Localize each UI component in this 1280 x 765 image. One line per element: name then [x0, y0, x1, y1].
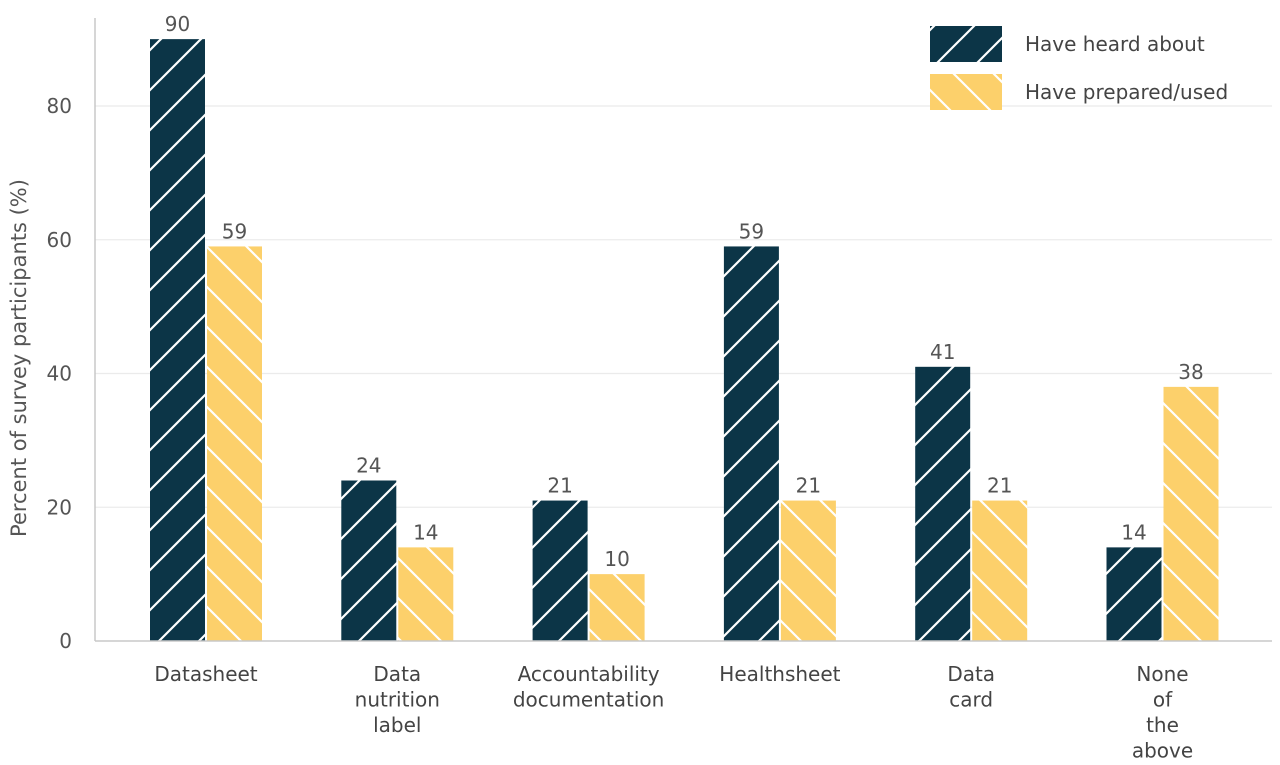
x-tick-label: documentation — [513, 688, 664, 712]
x-tick-label: above — [1132, 739, 1193, 763]
bar — [1163, 386, 1219, 641]
legend: Have heard about Have prepared/used — [930, 26, 1228, 110]
legend-swatch — [930, 26, 1002, 62]
legend-swatch — [930, 74, 1002, 110]
data-label: 21 — [547, 474, 572, 498]
x-tick-label: Accountability — [518, 662, 660, 686]
data-label: 59 — [739, 219, 764, 243]
x-tick-label: card — [949, 688, 993, 712]
data-label: 21 — [987, 474, 1012, 498]
bars-group — [150, 39, 1219, 641]
bar — [589, 574, 645, 641]
data-label: 59 — [222, 219, 247, 243]
x-tick-label: None — [1136, 662, 1188, 686]
bar — [1106, 547, 1162, 641]
bar — [780, 500, 836, 641]
x-tick-label: Data — [373, 662, 421, 686]
x-tick-label: label — [373, 713, 421, 737]
bar — [915, 366, 971, 641]
x-tick-label: Datasheet — [154, 662, 257, 686]
y-tick-label: 0 — [59, 629, 72, 653]
axes-group — [94, 18, 1272, 642]
bar — [341, 480, 397, 641]
legend-label: Have prepared/used — [1025, 80, 1228, 104]
y-tick-label: 80 — [47, 94, 72, 118]
legend-label: Have heard about — [1025, 32, 1205, 56]
labels-group: 0204060809059Datasheet2414Datanutritionl… — [47, 12, 1204, 762]
data-label: 21 — [796, 474, 821, 498]
bar — [972, 500, 1028, 641]
x-tick-label: the — [1146, 713, 1179, 737]
x-tick-label: Data — [947, 662, 995, 686]
x-tick-label: of — [1153, 688, 1173, 712]
y-tick-label: 40 — [47, 362, 72, 386]
bar — [150, 39, 205, 641]
gridlines — [95, 105, 1272, 508]
data-label: 14 — [1121, 520, 1146, 544]
bar — [398, 547, 454, 641]
bar — [723, 246, 779, 641]
data-label: 38 — [1178, 360, 1203, 384]
data-label: 90 — [165, 12, 190, 36]
x-tick-label: nutrition — [355, 688, 440, 712]
data-label: 24 — [356, 454, 381, 478]
data-label: 14 — [413, 520, 438, 544]
y-tick-label: 60 — [47, 228, 72, 252]
y-tick-label: 20 — [47, 495, 72, 519]
data-label: 41 — [930, 340, 955, 364]
data-label: 10 — [604, 547, 629, 571]
y-axis-title: Percent of survey participants (%) — [7, 179, 31, 537]
bar — [532, 500, 588, 641]
bar — [207, 246, 262, 641]
x-tick-label: Healthsheet — [719, 662, 840, 686]
